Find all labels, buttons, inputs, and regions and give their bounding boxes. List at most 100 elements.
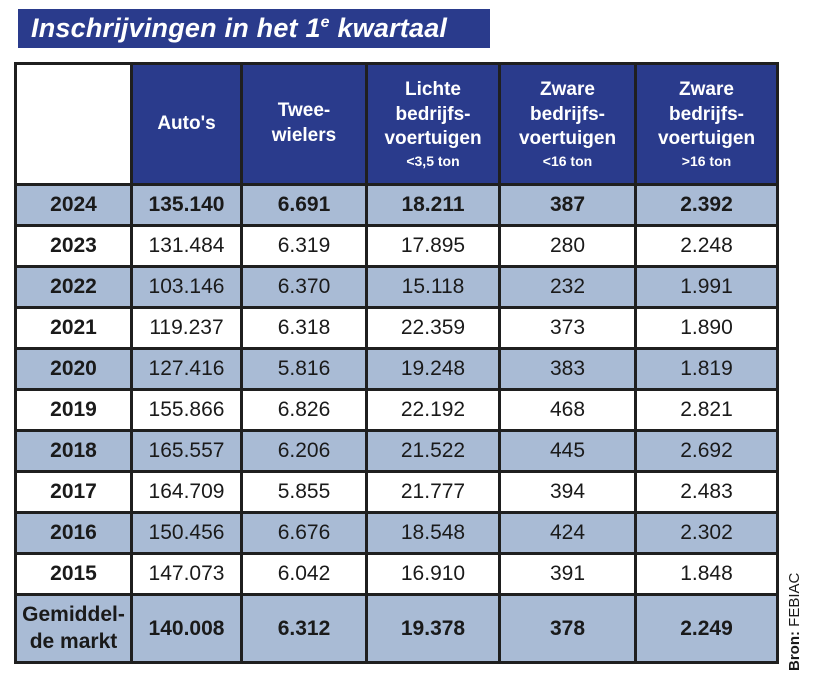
column-header-sublabel: <16 ton: [542, 153, 593, 170]
table-row-2016: 2016 150.456 6.676 18.548 424 2.302: [14, 511, 779, 555]
value-cell: 424: [498, 511, 637, 555]
value-cell: 2.392: [634, 183, 779, 227]
value-cell: 131.484: [130, 224, 243, 268]
value-cell: 147.073: [130, 552, 243, 596]
title-banner: Inschrijvingen in het 1e kwartaal: [18, 9, 490, 48]
value-cell: 2.248: [634, 224, 779, 268]
value-cell: 1.848: [634, 552, 779, 596]
table-row-2021: 2021 119.237 6.318 22.359 373 1.890: [14, 306, 779, 350]
value-cell: 21.522: [365, 429, 501, 473]
value-cell: 18.548: [365, 511, 501, 555]
value-cell: 6.318: [240, 306, 368, 350]
value-cell: 155.866: [130, 388, 243, 432]
year-cell: 2021: [14, 306, 133, 350]
table-row-2022: 2022 103.146 6.370 15.118 232 1.991: [14, 265, 779, 309]
value-cell: 22.192: [365, 388, 501, 432]
source-credit: Bron: FEBIAC: [786, 573, 803, 671]
year-cell: 2024: [14, 183, 133, 227]
value-cell: 119.237: [130, 306, 243, 350]
value-cell: 6.370: [240, 265, 368, 309]
value-cell: 2.821: [634, 388, 779, 432]
column-header-label: Zware bedrijfs- voertuigen: [657, 79, 756, 150]
header-row: Auto's Twee- wielers Lichte bedrijfs- vo…: [14, 62, 779, 186]
year-cell: 2022: [14, 265, 133, 309]
column-header-sublabel: <3,5 ton: [406, 153, 460, 170]
value-cell: 19.248: [365, 347, 501, 391]
value-cell: 445: [498, 429, 637, 473]
value-cell: 5.855: [240, 470, 368, 514]
registrations-table: Auto's Twee- wielers Lichte bedrijfs- vo…: [14, 62, 779, 664]
column-header-label: Auto's: [157, 112, 216, 134]
value-cell: 2.249: [634, 593, 779, 664]
value-cell: 387: [498, 183, 637, 227]
header-empty-cell: [14, 62, 133, 186]
value-cell: 2.302: [634, 511, 779, 555]
summary-label-cell: Gemiddel- de markt: [14, 593, 133, 664]
table-row-2015: 2015 147.073 6.042 16.910 391 1.848: [14, 552, 779, 596]
table-row-2019: 2019 155.866 6.826 22.192 468 2.821: [14, 388, 779, 432]
value-cell: 15.118: [365, 265, 501, 309]
table-row-2020: 2020 127.416 5.816 19.248 383 1.819: [14, 347, 779, 391]
page-title-superscript: e: [320, 14, 330, 31]
page-title: Inschrijvingen in het 1e kwartaal: [31, 13, 447, 44]
source-credit-value: FEBIAC: [786, 572, 803, 631]
value-cell: 6.312: [240, 593, 368, 664]
value-cell: 16.910: [365, 552, 501, 596]
value-cell: 150.456: [130, 511, 243, 555]
year-cell: 2023: [14, 224, 133, 268]
year-cell: 2017: [14, 470, 133, 514]
value-cell: 127.416: [130, 347, 243, 391]
value-cell: 1.890: [634, 306, 779, 350]
column-header-sublabel: >16 ton: [681, 153, 732, 170]
table-row-average-market: Gemiddel- de markt 140.008 6.312 19.378 …: [14, 593, 779, 664]
value-cell: 232: [498, 265, 637, 309]
value-cell: 22.359: [365, 306, 501, 350]
value-cell: 5.816: [240, 347, 368, 391]
value-cell: 18.211: [365, 183, 501, 227]
value-cell: 135.140: [130, 183, 243, 227]
value-cell: 391: [498, 552, 637, 596]
value-cell: 19.378: [365, 593, 501, 664]
year-cell: 2018: [14, 429, 133, 473]
value-cell: 103.146: [130, 265, 243, 309]
value-cell: 373: [498, 306, 637, 350]
table-row-2017: 2017 164.709 5.855 21.777 394 2.483: [14, 470, 779, 514]
value-cell: 280: [498, 224, 637, 268]
column-header-tweewielers: Twee- wielers: [240, 62, 368, 186]
value-cell: 1.991: [634, 265, 779, 309]
column-header-label: Lichte bedrijfs- voertuigen: [384, 79, 482, 150]
value-cell: 6.042: [240, 552, 368, 596]
value-cell: 6.206: [240, 429, 368, 473]
value-cell: 394: [498, 470, 637, 514]
value-cell: 383: [498, 347, 637, 391]
value-cell: 6.691: [240, 183, 368, 227]
column-header-label: Zware bedrijfs- voertuigen: [518, 79, 617, 150]
page-title-suffix: kwartaal: [329, 13, 448, 43]
year-cell: 2019: [14, 388, 133, 432]
year-cell: 2015: [14, 552, 133, 596]
column-header-zware-bedrijfsvoertuigen-16min: Zware bedrijfs- voertuigen <16 ton: [498, 62, 637, 186]
column-header-zware-bedrijfsvoertuigen-16plus: Zware bedrijfs- voertuigen >16 ton: [634, 62, 779, 186]
value-cell: 164.709: [130, 470, 243, 514]
value-cell: 140.008: [130, 593, 243, 664]
value-cell: 21.777: [365, 470, 501, 514]
column-header-label: Twee- wielers: [271, 100, 337, 146]
value-cell: 6.319: [240, 224, 368, 268]
value-cell: 2.483: [634, 470, 779, 514]
year-cell: 2016: [14, 511, 133, 555]
table-row-2018: 2018 165.557 6.206 21.522 445 2.692: [14, 429, 779, 473]
value-cell: 2.692: [634, 429, 779, 473]
value-cell: 17.895: [365, 224, 501, 268]
table-row-2023: 2023 131.484 6.319 17.895 280 2.248: [14, 224, 779, 268]
value-cell: 468: [498, 388, 637, 432]
column-header-autos: Auto's: [130, 62, 243, 186]
table-row-2024: 2024 135.140 6.691 18.211 387 2.392: [14, 183, 779, 227]
value-cell: 378: [498, 593, 637, 664]
page-title-prefix: Inschrijvingen in het 1: [31, 13, 321, 43]
value-cell: 165.557: [130, 429, 243, 473]
year-cell: 2020: [14, 347, 133, 391]
value-cell: 6.826: [240, 388, 368, 432]
value-cell: 1.819: [634, 347, 779, 391]
value-cell: 6.676: [240, 511, 368, 555]
source-credit-label: Bron:: [786, 631, 803, 671]
